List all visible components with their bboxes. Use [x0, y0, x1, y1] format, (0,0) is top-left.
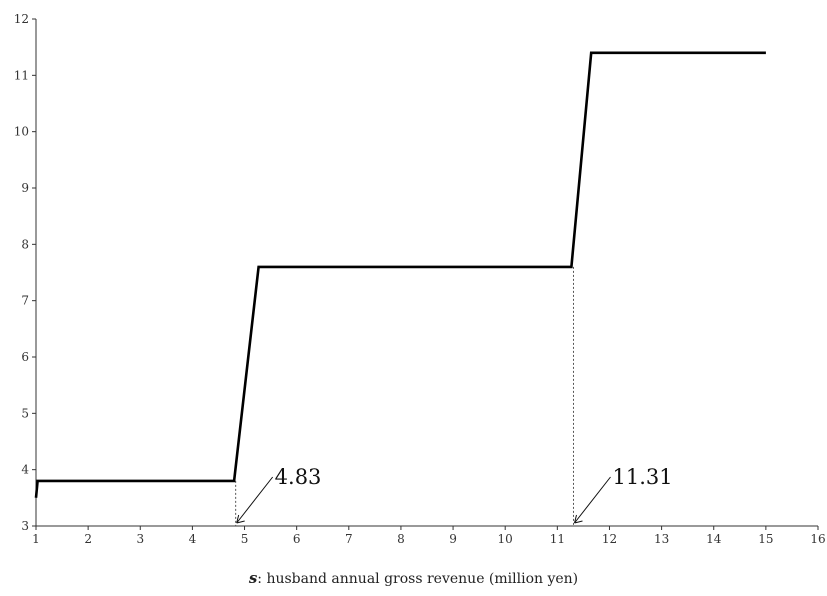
y-tick-label: 3 — [21, 519, 29, 533]
y-ticks: 3 4 5 6 7 8 9 10 11 12 — [14, 12, 36, 533]
series-line — [34, 51, 766, 498]
x-tick-label: 12 — [602, 532, 617, 546]
x-axis-label: s: husband annual gross revenue (million… — [0, 569, 827, 587]
x-tick-label: 5 — [241, 532, 249, 546]
marker-arrow-head — [236, 514, 245, 524]
x-tick-label: 15 — [758, 532, 773, 546]
series-group — [34, 51, 766, 498]
x-tick-label: 10 — [498, 532, 513, 546]
y-tick-label: 8 — [21, 237, 29, 251]
x-ticks: 1 2 3 4 5 6 7 8 9 10 11 12 13 14 15 16 — [32, 526, 826, 546]
marker-label: 11.31 — [612, 465, 672, 489]
x-tick-label: 11 — [550, 532, 565, 546]
x-tick-label: 2 — [84, 532, 92, 546]
x-tick-label: 1 — [32, 532, 40, 546]
x-tick-label: 4 — [189, 532, 197, 546]
x-tick-label: 14 — [706, 532, 722, 546]
marker-annotations: 4.83 11.31 — [235, 266, 673, 526]
marker-arrow — [236, 476, 274, 524]
y-tick-label: 11 — [14, 68, 29, 82]
y-tick-label: 12 — [14, 12, 29, 26]
x-tick-label: 3 — [136, 532, 144, 546]
y-tick-label: 5 — [21, 406, 29, 420]
x-tick-label: 9 — [449, 532, 457, 546]
x-tick-label: 13 — [654, 532, 669, 546]
y-tick-label: 9 — [21, 181, 29, 195]
x-tick-label: 16 — [810, 532, 825, 546]
marker-arrow — [574, 476, 611, 524]
marker-arrow-head — [574, 514, 583, 524]
marker-label: 4.83 — [275, 465, 322, 489]
y-tick-label: 6 — [21, 350, 29, 364]
y-tick-label: 7 — [21, 294, 29, 308]
x-axis-label-text: : husband annual gross revenue (million … — [257, 571, 579, 587]
x-tick-label: 7 — [345, 532, 353, 546]
y-tick-label: 10 — [14, 125, 29, 139]
x-tick-label: 6 — [293, 532, 301, 546]
x-tick-label: 8 — [397, 532, 405, 546]
y-tick-label: 4 — [21, 463, 29, 477]
x-axis-label-symbol: s — [248, 569, 258, 587]
